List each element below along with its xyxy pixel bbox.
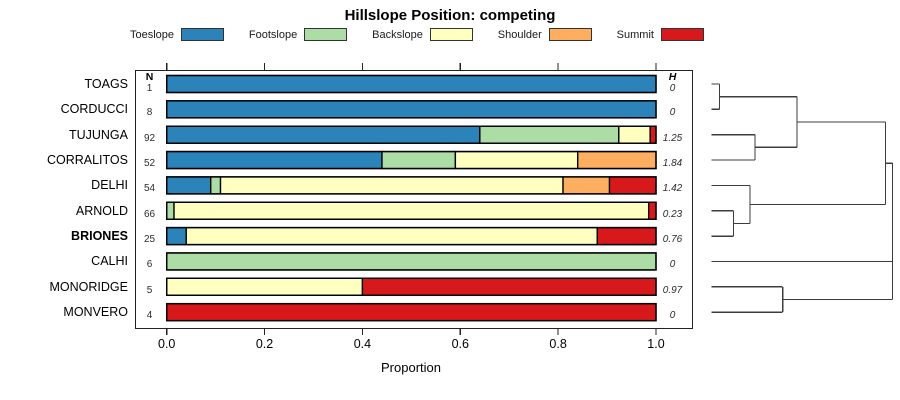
row-label-toags: TOAGS: [84, 77, 128, 91]
x-tick-label: 1.0: [647, 337, 665, 351]
row-label-monoridge: MONORIDGE: [49, 279, 128, 294]
row-label-monvero: MONVERO: [63, 305, 128, 320]
h-value: 0: [669, 107, 676, 119]
legend-item-footslope: Footslope: [248, 28, 348, 41]
legend-label: Summit: [616, 28, 654, 41]
n-value: 8: [146, 107, 153, 119]
legend-swatch: [181, 28, 225, 41]
n-value: 52: [143, 158, 156, 170]
legend-swatch: [304, 28, 348, 41]
n-value: 66: [143, 208, 156, 220]
x-tick-label: 0.8: [549, 337, 567, 351]
legend-swatch: [429, 28, 473, 41]
h-value: 1.42: [662, 183, 683, 195]
row-label-corducci: CORDUCCI: [60, 102, 128, 117]
legend-item-backslope: Backslope: [372, 28, 473, 41]
legend-label: Shoulder: [497, 28, 542, 41]
h-value: 1.25: [662, 132, 683, 144]
legend-swatch: [660, 28, 704, 41]
x-axis-title: Proportion: [381, 360, 441, 375]
h-value: 0.76: [662, 234, 683, 246]
n-value: 25: [143, 234, 156, 246]
n-value: 54: [143, 183, 156, 195]
x-tick-label: 0.6: [451, 337, 469, 351]
chart-title: Hillslope Position: competing: [344, 7, 556, 24]
n-value: 5: [146, 284, 153, 296]
plot-frame: [135, 70, 693, 329]
h-value: 0.97: [662, 284, 683, 296]
x-tick-label: 0.2: [255, 337, 274, 351]
h-value: 1.84: [662, 158, 683, 170]
h-value: 0: [669, 310, 676, 322]
n-value: 1: [146, 82, 153, 94]
x-tick-label: 0.4: [353, 337, 372, 351]
row-label-tujunga: TUJUNGA: [68, 127, 128, 142]
h-value: 0.23: [662, 208, 683, 220]
legend: Toeslope Footslope Backslope Shoulder Summit: [130, 26, 704, 43]
row-label-delhi: DELHI: [91, 178, 128, 193]
legend-item-toeslope: Toeslope: [130, 28, 225, 41]
n-value: 6: [146, 259, 153, 271]
h-value: 0: [669, 82, 676, 94]
n-value: 4: [146, 310, 153, 322]
row-label-calhi: CALHI: [91, 254, 128, 269]
n-value: 92: [143, 132, 156, 144]
legend-label: Toeslope: [130, 28, 175, 41]
row-label-briones: BRIONES: [71, 229, 128, 244]
legend-swatch: [548, 28, 592, 41]
h-value: 0: [669, 259, 676, 271]
legend-label: Backslope: [372, 28, 423, 41]
x-tick-label: 0.0: [157, 337, 176, 351]
row-label-corralitos: CORRALITOS: [46, 153, 128, 168]
legend-item-shoulder: Shoulder: [498, 28, 592, 41]
legend-label: Footslope: [248, 28, 298, 41]
row-label-arnold: ARNOLD: [75, 203, 128, 218]
h-column-header: H: [668, 71, 677, 83]
n-column-header: N: [145, 71, 154, 83]
legend-item-summit: Summit: [617, 28, 704, 41]
